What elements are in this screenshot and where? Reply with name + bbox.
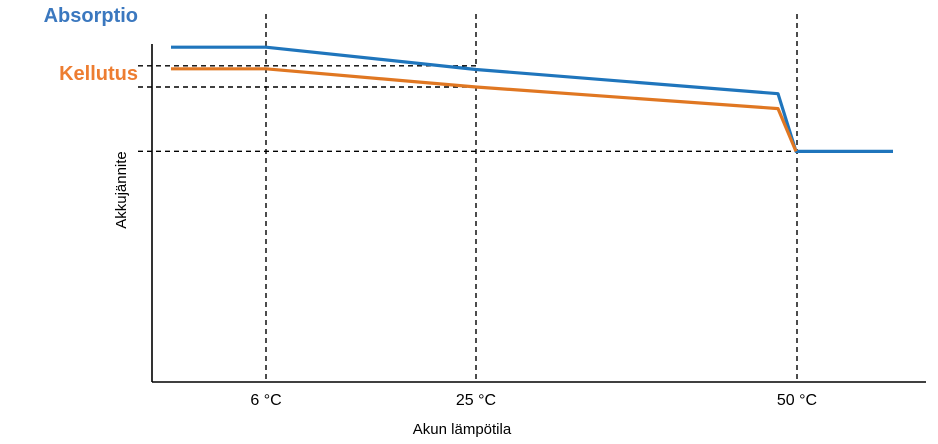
x-tick-labels: 6 °C 25 °C 50 °C (250, 392, 817, 409)
x-tick-label: 50 °C (777, 392, 817, 409)
axes (151, 44, 926, 383)
series-lines (171, 45, 893, 153)
series-label-kellutus: Kellutus (59, 63, 138, 85)
series-labels: Absorptio Kellutus (44, 5, 138, 85)
reference-lines (138, 14, 798, 382)
series-label-absorptio: Absorptio (44, 5, 138, 27)
x-tick-label: 25 °C (456, 392, 496, 409)
series-line-absorptio (171, 45, 893, 153)
x-axis-label: Akun lämpötila (413, 421, 512, 438)
y-axis-label: Akkujännite (113, 151, 130, 229)
x-tick-label: 6 °C (250, 392, 281, 409)
series-line-kellutus (171, 67, 798, 153)
